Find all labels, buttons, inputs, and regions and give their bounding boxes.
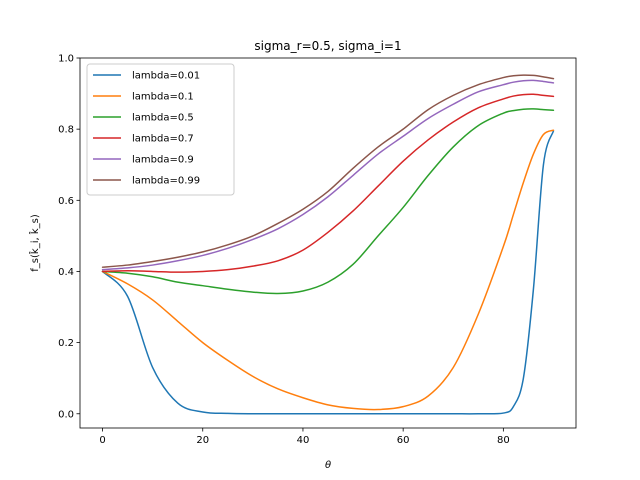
y-tick-label: 1.0	[58, 54, 74, 65]
x-tick-label: 20	[196, 435, 209, 446]
series-line-lambda-0-99	[101, 74, 555, 268]
series-line-lambda-0-1	[101, 129, 555, 411]
legend-label: lambda=0.9	[132, 155, 194, 166]
legend-label: lambda=0.1	[132, 92, 194, 103]
ticks-layer: 0 20 40 60 80 0.0 0.2 0.4 0.6 0.8 1.0	[58, 54, 510, 447]
series-line-lambda-0-5	[101, 108, 555, 295]
legend-label: lambda=0.7	[132, 134, 194, 145]
y-axis-label: f_s(k̂_i, k̂_s)	[28, 214, 41, 272]
series-layer	[101, 74, 555, 415]
y-tick-label: 0.4	[58, 267, 74, 278]
plot-frame	[79, 57, 577, 429]
legend-box	[86, 63, 235, 196]
series-line-lambda-0-9	[101, 79, 555, 271]
x-tick-label: 0	[99, 435, 105, 446]
x-axis-label: θ	[325, 460, 331, 471]
legend-label: lambda=0.99	[132, 176, 200, 187]
legend: lambda=0.01 lambda=0.1 lambda=0.5 lambda=0.…	[86, 63, 235, 196]
y-tick-label: 0.8	[58, 125, 74, 136]
y-tick-label: 0.6	[58, 196, 74, 207]
x-tick-label: 60	[397, 435, 410, 446]
y-tick-label: 0.2	[58, 338, 74, 349]
series-line-lambda-0-7	[101, 93, 555, 273]
x-tick-label: 80	[497, 435, 510, 446]
series-line-lambda-0-01	[101, 130, 555, 415]
x-tick-label: 40	[297, 435, 310, 446]
legend-label: lambda=0.01	[132, 71, 200, 82]
legend-label: lambda=0.5	[132, 113, 194, 124]
chart-title: sigma_r=0.5, sigma_i=1	[254, 39, 401, 53]
y-tick-label: 0.0	[58, 409, 74, 420]
